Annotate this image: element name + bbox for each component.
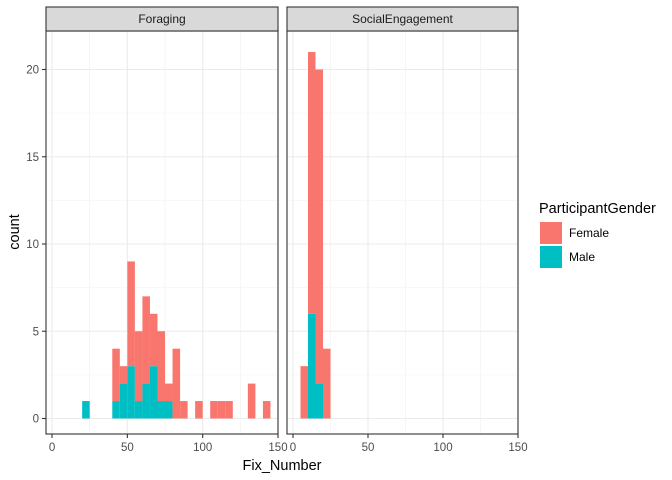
- bar-female: [165, 383, 173, 402]
- facet-strip: [45, 6, 279, 32]
- bar-female: [142, 296, 150, 384]
- y-tick-label: 10: [26, 239, 39, 251]
- facet-panel: SocialEngagement 0 50 100 150: [286, 6, 528, 454]
- bar-male: [165, 401, 173, 419]
- x-tick-label: 100: [433, 442, 452, 454]
- bar-female: [315, 69, 323, 384]
- legend-label-female: Female: [569, 226, 609, 240]
- bar-male: [134, 401, 143, 419]
- bar-male: [149, 366, 158, 419]
- bar-female: [247, 383, 256, 419]
- facet-strip: [286, 6, 519, 32]
- x-tick-label: 0: [290, 442, 296, 454]
- bar-male: [82, 401, 90, 419]
- bar-female: [157, 331, 166, 402]
- x-tick-label: 0: [49, 442, 55, 454]
- bar-male: [157, 401, 166, 419]
- legend-title: ParticipantGender: [539, 201, 656, 217]
- bar-male: [119, 383, 128, 419]
- x-tick-label: 100: [193, 442, 212, 454]
- facet-strip-label: Foraging: [138, 12, 185, 26]
- y-tick-label: 15: [26, 152, 39, 164]
- x-axis-title: Fix_Number: [243, 458, 322, 474]
- x-tick-label: 150: [268, 442, 287, 454]
- bar-male: [308, 313, 316, 419]
- legend-label-male: Male: [569, 250, 595, 264]
- x-tick-label: 150: [508, 442, 527, 454]
- y-tick-label: 0: [33, 414, 39, 426]
- bar-female: [112, 348, 120, 402]
- y-tick-label: 5: [33, 326, 39, 338]
- y-tick-label: 20: [26, 65, 39, 77]
- legend-key-female: [540, 222, 562, 244]
- bar-female: [210, 401, 218, 419]
- bar-female: [195, 401, 203, 419]
- facet-panel: Foraging 0 50 100 150: [45, 6, 288, 454]
- x-tick-label: 50: [121, 442, 134, 454]
- y-axis-title: count: [7, 214, 23, 249]
- bar-male: [142, 383, 150, 419]
- bar-female: [180, 401, 188, 419]
- bar-female: [149, 313, 158, 367]
- bar-female: [134, 331, 143, 402]
- facet-strip-label: SocialEngagement: [352, 12, 453, 26]
- bar-female: [300, 366, 308, 419]
- bar-female: [262, 401, 271, 419]
- bar-male: [127, 366, 135, 419]
- bar-female: [119, 366, 128, 384]
- bar-female: [225, 401, 233, 419]
- bar-female: [172, 348, 181, 419]
- bar-female: [127, 261, 135, 367]
- bar-male: [112, 401, 120, 419]
- bar-male: [315, 383, 323, 419]
- bar-female: [308, 52, 316, 314]
- bar-female: [217, 401, 226, 419]
- legend: ParticipantGender Female Male: [539, 201, 656, 268]
- bar-female: [323, 348, 331, 419]
- legend-key-male: [540, 246, 562, 268]
- x-tick-label: 50: [362, 442, 375, 454]
